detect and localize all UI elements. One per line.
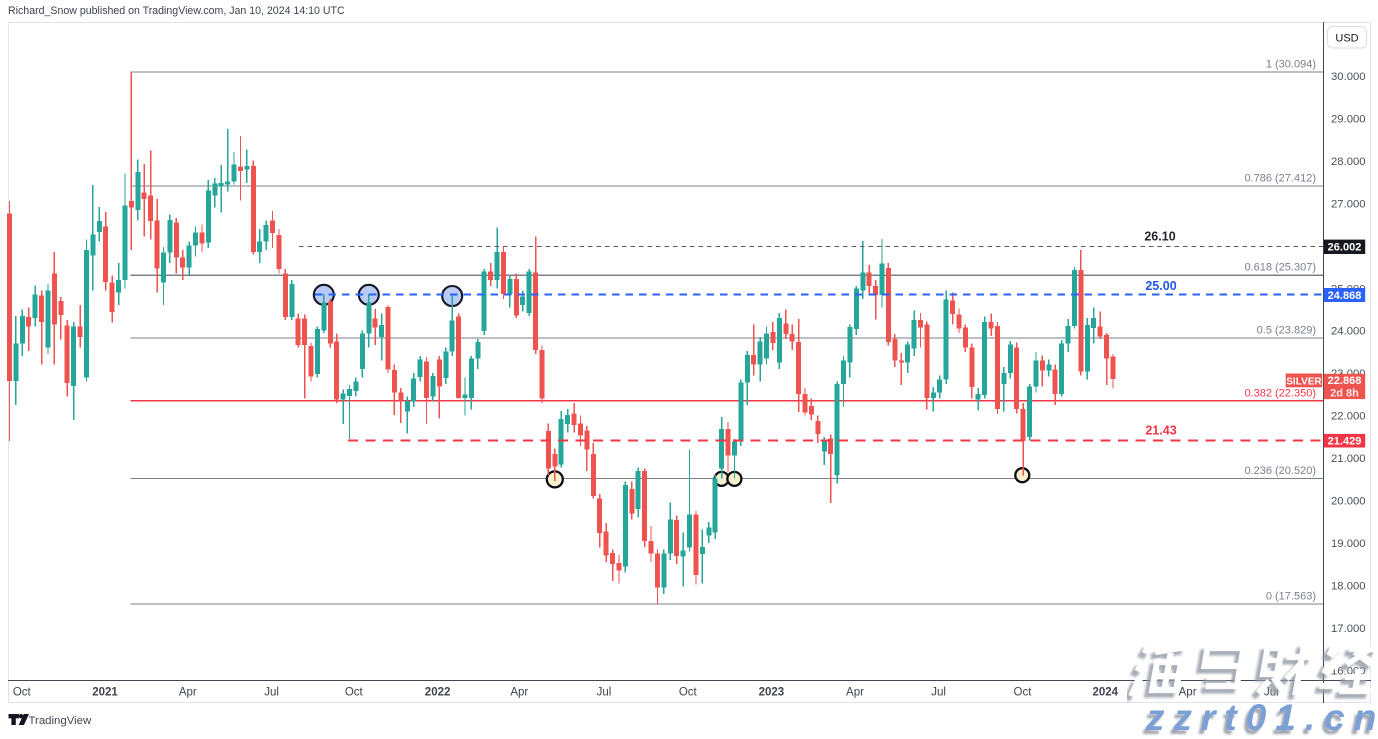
svg-text:Apr: Apr [1179,687,1197,699]
svg-text:26.002: 26.002 [1328,242,1362,254]
svg-text:0.236 (20.520): 0.236 (20.520) [1244,465,1316,477]
svg-text:1 (30.094): 1 (30.094) [1266,59,1316,71]
svg-text:Apr: Apr [179,687,197,699]
svg-text:0.5 (23.829): 0.5 (23.829) [1257,325,1316,337]
svg-text:Oct: Oct [1014,687,1033,699]
svg-text:22.000: 22.000 [1331,411,1366,423]
svg-text:19.000: 19.000 [1331,538,1366,550]
svg-text:24.000: 24.000 [1331,326,1366,338]
svg-text:25.00: 25.00 [1145,279,1176,293]
svg-text:18.000: 18.000 [1331,581,1366,593]
svg-text:22.868: 22.868 [1328,375,1362,387]
svg-text:Oct: Oct [13,687,32,699]
svg-text:0 (17.563): 0 (17.563) [1266,591,1316,603]
svg-text:SILVER: SILVER [1286,376,1322,387]
svg-text:Jul: Jul [597,687,612,699]
svg-text:30.000: 30.000 [1331,71,1366,83]
svg-text:2024: 2024 [1093,687,1119,699]
svg-text:0.618 (25.307): 0.618 (25.307) [1244,262,1316,274]
svg-text:2021: 2021 [92,687,118,699]
svg-text:29.000: 29.000 [1331,113,1366,125]
svg-text:TradingView: TradingView [29,715,92,727]
svg-text:2d 8h: 2d 8h [1330,388,1359,400]
svg-text:Jul: Jul [264,687,279,699]
svg-text:17.000: 17.000 [1331,623,1366,635]
svg-text:USD: USD [1335,33,1358,45]
svg-text:21.000: 21.000 [1331,453,1366,465]
svg-text:26.10: 26.10 [1144,230,1175,244]
svg-text:0.786 (27.412): 0.786 (27.412) [1244,172,1316,184]
svg-text:0.382 (22.350): 0.382 (22.350) [1244,387,1316,399]
svg-text:Apr: Apr [846,687,864,699]
svg-text:21.429: 21.429 [1328,436,1362,448]
svg-text:20.000: 20.000 [1331,496,1366,508]
svg-text:24.868: 24.868 [1328,290,1362,302]
svg-text:Oct: Oct [679,687,698,699]
svg-text:Oct: Oct [345,687,364,699]
svg-text:Jul: Jul [931,687,946,699]
svg-text:2022: 2022 [425,687,451,699]
svg-text:Apr: Apr [510,687,528,699]
svg-text:Jul: Jul [1264,687,1279,699]
svg-text:27.000: 27.000 [1331,198,1366,210]
svg-text:28.000: 28.000 [1331,156,1366,168]
svg-text:21.43: 21.43 [1145,424,1176,438]
svg-text:2023: 2023 [759,687,785,699]
